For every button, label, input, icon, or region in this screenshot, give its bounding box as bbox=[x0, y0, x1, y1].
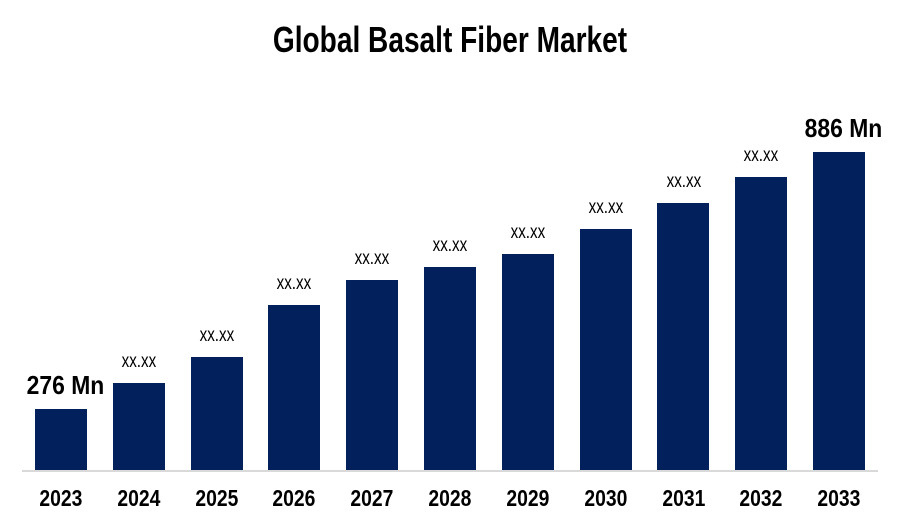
bar-slot-2030: xx.xx bbox=[567, 0, 645, 470]
bar-2028 bbox=[423, 267, 476, 470]
bar-slot-2023: 276 Mn bbox=[22, 0, 105, 470]
bar-slot-2026: xx.xx bbox=[255, 0, 333, 470]
bar-value-label-2025: xx.xx bbox=[199, 325, 234, 347]
bar-slot-2027: xx.xx bbox=[333, 0, 411, 470]
chart-title: Global Basalt Fiber Market bbox=[272, 19, 628, 60]
bar-2030 bbox=[579, 229, 632, 470]
bar-slot-2029: xx.xx bbox=[489, 0, 567, 470]
bar-value-label-2027: xx.xx bbox=[354, 248, 390, 270]
bar-value-label-2030: xx.xx bbox=[588, 197, 623, 219]
bar-2025 bbox=[190, 357, 243, 470]
bar-value-label-2026: xx.xx bbox=[277, 273, 312, 295]
bar-value-label-2029: xx.xx bbox=[510, 222, 546, 244]
bar-slot-2031: xx.xx bbox=[645, 0, 723, 470]
x-tick-label-2033: 2033 bbox=[817, 485, 861, 511]
bar-2033 bbox=[813, 152, 866, 470]
bar-slot-2032: xx.xx bbox=[722, 0, 800, 470]
bar-value-label-2028: xx.xx bbox=[432, 235, 468, 257]
bar-2032 bbox=[735, 177, 788, 470]
bar-2027 bbox=[346, 280, 399, 470]
bar-value-label-2023: 276 Mn bbox=[26, 370, 105, 401]
x-tick-label-2024: 2024 bbox=[117, 485, 161, 511]
x-tick-label-2029: 2029 bbox=[506, 485, 550, 511]
x-tick-label-2027: 2027 bbox=[350, 485, 394, 511]
x-axis-line bbox=[22, 470, 878, 472]
bar-2023 bbox=[34, 409, 87, 470]
x-tick-label-2026: 2026 bbox=[272, 485, 316, 511]
bar-value-label-2033: 886 Mn bbox=[804, 113, 883, 144]
bar-2031 bbox=[657, 203, 710, 470]
bar-slot-2025: xx.xx bbox=[178, 0, 256, 470]
x-tick-label-2023: 2023 bbox=[39, 485, 83, 511]
bar-2029 bbox=[501, 254, 554, 470]
plot-area: 276 Mn xx.xx xx.xx xx.xx xx.xx xx.xx xx.xx xx.x… bbox=[22, 0, 883, 470]
bar-2024 bbox=[112, 383, 165, 470]
bar-slot-2028: xx.xx bbox=[411, 0, 489, 470]
bar-value-label-2032: xx.xx bbox=[743, 145, 779, 167]
x-axis-labels: 2023 2024 2025 2026 2027 2028 2029 2030 2031 2032… bbox=[22, 485, 878, 515]
bar-value-label-2031: xx.xx bbox=[666, 171, 701, 193]
x-tick-label-2032: 2032 bbox=[739, 485, 783, 511]
bar-value-label-2024: xx.xx bbox=[121, 351, 157, 373]
bar-slot-2024: xx.xx bbox=[100, 0, 178, 470]
x-tick-label-2028: 2028 bbox=[428, 485, 472, 511]
bar-2026 bbox=[268, 305, 321, 470]
bar-slot-2033: 886 Mn bbox=[800, 0, 883, 470]
x-tick-label-2031: 2031 bbox=[661, 485, 705, 511]
x-tick-label-2025: 2025 bbox=[195, 485, 239, 511]
x-tick-label-2030: 2030 bbox=[584, 485, 628, 511]
